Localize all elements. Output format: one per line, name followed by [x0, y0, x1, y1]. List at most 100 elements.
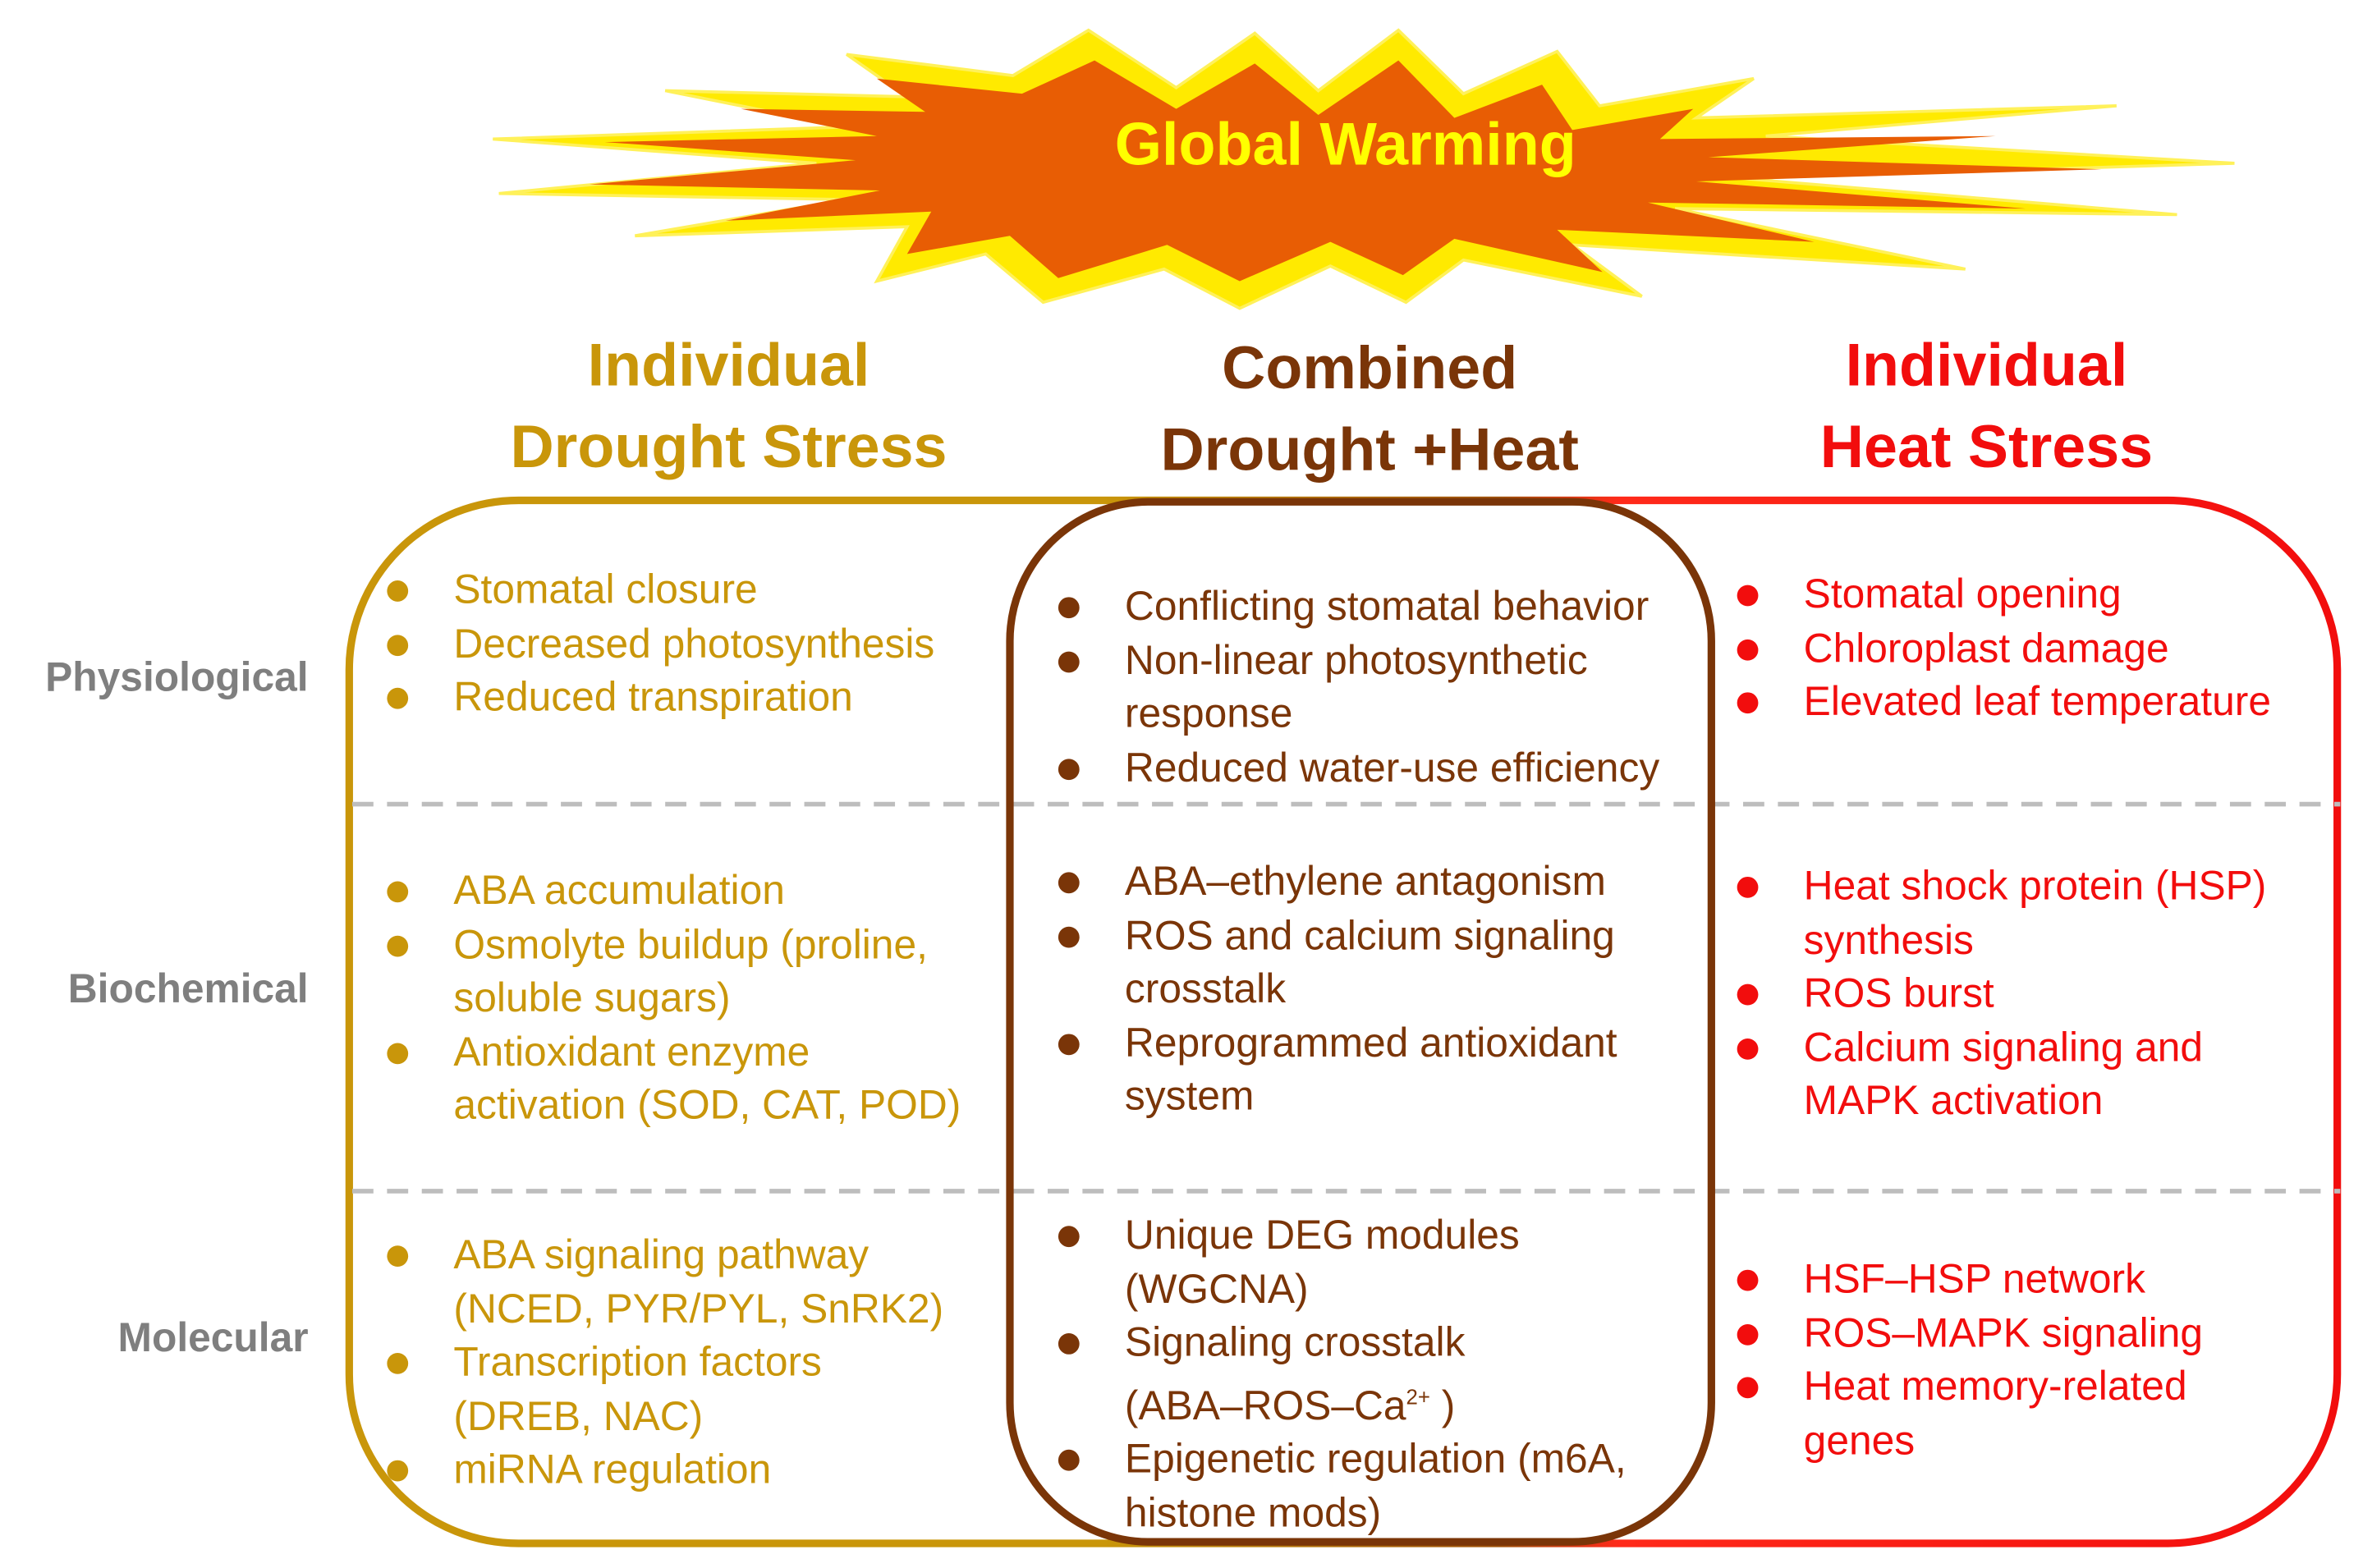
molecular-combined-list: Unique DEG modules (WGCNA) Signaling cros… [1058, 1209, 1627, 1540]
combined-frame [1006, 497, 1715, 1546]
row-label-biochemical: Biochemical [67, 965, 309, 1011]
item-text: ABA–ethylene antagonism [1124, 858, 1606, 905]
bullet-dot-icon [1737, 1269, 1759, 1291]
column-header-combined: Combined Drought +Heat [1067, 328, 1672, 492]
list-item: miRNA regulation [387, 1443, 943, 1497]
item-text: Chloroplast damage [1803, 625, 2169, 671]
list-item: ROS burst [1737, 967, 2267, 1020]
list-item: ROS–MAPK signaling [1737, 1307, 2203, 1360]
item-text-cont: genes [1803, 1417, 1916, 1463]
bullet-dot-icon [387, 1042, 409, 1064]
item-text: ABA accumulation [453, 867, 785, 914]
biochemical-drought-list: ABA accumulation Osmolyte buildup (proli… [387, 864, 961, 1133]
item-text-cont: soluble sugars) [453, 974, 731, 1020]
list-item: ABA accumulation [387, 864, 961, 918]
item-text-cont: crosstalk [1124, 965, 1287, 1011]
item-text: HSF–HSP network [1803, 1256, 2145, 1302]
list-item: Reduced water-use efficiency [1058, 741, 1659, 795]
item-text-cont: (DREB, NAC) [453, 1392, 704, 1438]
bullet-dot-icon [387, 1245, 409, 1268]
physiological-heat-list: Stomatal opening Chloroplast damage Elev… [1737, 568, 2271, 729]
item-text: Elevated leaf temperature [1803, 678, 2271, 724]
item-text: ROS burst [1803, 970, 1994, 1016]
list-item: Heat memory-related genes [1737, 1360, 2203, 1468]
item-text: Stomatal opening [1803, 571, 2122, 617]
list-item: HSF–HSP network [1737, 1253, 2203, 1306]
list-item: Transcription factors (DREB, NAC) [387, 1336, 943, 1444]
item-text: ABA signaling pathway [453, 1231, 869, 1277]
bullet-dot-icon [1058, 650, 1080, 672]
list-item: Conflicting stomatal behavior [1058, 580, 1659, 634]
item-text: Decreased photosynthesis [453, 620, 935, 667]
list-item: Stomatal opening [1737, 568, 2271, 621]
list-item: Elevated leaf temperature [1737, 676, 2271, 729]
physiological-combined-list: Conflicting stomatal behavior Non-linear… [1058, 580, 1659, 795]
bullet-dot-icon [1737, 585, 1759, 607]
bullet-dot-icon [1058, 1226, 1080, 1248]
item-text: Reprogrammed antioxidant [1124, 1019, 1617, 1066]
list-item: Non-linear photosynthetic response [1058, 634, 1659, 741]
row-label-physiological: Physiological [45, 654, 309, 700]
physiological-drought-list: Stomatal closure Decreased photosynthesi… [387, 564, 934, 725]
item-text-cont: MAPK activation [1803, 1077, 2104, 1124]
bullet-dot-icon [387, 687, 409, 709]
bullet-dot-icon [1058, 758, 1080, 780]
list-item: Antioxidant enzyme activation (SOD, CAT, … [387, 1025, 961, 1133]
item-text: Reduced water-use efficiency [1124, 744, 1660, 791]
item-text: Stomatal closure [453, 566, 758, 612]
bullet-dot-icon [1058, 1333, 1080, 1355]
item-text: Reduced transpiration [453, 674, 853, 720]
biochemical-heat-list: Heat shock protein (HSP) synthesis ROS bu… [1737, 860, 2267, 1129]
column-header-line2: Drought Stress [510, 414, 947, 481]
bullet-dot-icon [1737, 876, 1759, 898]
column-header-line1: Individual [1845, 332, 2128, 400]
bullet-dot-icon [1058, 1033, 1080, 1055]
page-title: Global Warming [1114, 112, 1576, 179]
biochemical-combined-list: ABA–ethylene antagonism ROS and calcium … [1058, 855, 1617, 1124]
item-text: Antioxidant enzyme [453, 1029, 810, 1075]
item-text: Non-linear photosynthetic [1124, 637, 1588, 683]
item-text-cont: (NCED, PYR/PYL, SnRK2) [453, 1286, 944, 1332]
item-text: Epigenetic regulation (m6A, [1124, 1436, 1627, 1482]
item-text: Conflicting stomatal behavior [1124, 583, 1650, 629]
list-item: ABA–ethylene antagonism [1058, 855, 1617, 909]
item-text-cont: system [1124, 1073, 1255, 1119]
bullet-dot-icon [1737, 638, 1759, 660]
item-text: Heat memory-related [1803, 1363, 2187, 1410]
bullet-dot-icon [387, 580, 409, 602]
list-item: Chloroplast damage [1737, 622, 2271, 676]
bullet-dot-icon [1737, 1038, 1759, 1059]
list-item: Signaling crosstalk (ABA–ROS–Ca2+ ) [1058, 1317, 1627, 1433]
bullet-dot-icon [387, 1352, 409, 1374]
item-text: Osmolyte buildup (proline, [453, 921, 928, 967]
bullet-dot-icon [1737, 692, 1759, 714]
bullet-dot-icon [387, 934, 409, 956]
item-text: Unique DEG modules [1124, 1212, 1520, 1258]
bullet-dot-icon [1058, 872, 1080, 894]
list-item: Epigenetic regulation (m6A, histone mods) [1058, 1433, 1627, 1541]
list-item: Reduced transpiration [387, 672, 934, 725]
column-header-heat: Individual Heat Stress [1684, 325, 2289, 488]
burst-core-shape [590, 60, 2102, 282]
list-item: Calcium signaling and MAPK activation [1737, 1021, 2267, 1129]
item-text-cont: (ABA–ROS–Ca [1124, 1382, 1406, 1428]
row-label-molecular: Molecular [117, 1314, 309, 1361]
bullet-dot-icon [1737, 983, 1759, 1006]
column-header-line2: Heat Stress [1819, 414, 2154, 481]
bullet-dot-icon [1737, 1323, 1759, 1345]
column-header-line2: Drought +Heat [1160, 417, 1579, 484]
molecular-heat-list: HSF–HSP network ROS–MAPK signaling Heat … [1737, 1253, 2203, 1467]
item-text-close: ) [1429, 1382, 1456, 1428]
list-item: ABA signaling pathway (NCED, PYR/PYL, SnR… [387, 1229, 943, 1336]
bullet-dot-icon [1058, 597, 1080, 619]
list-item: Reprogrammed antioxidant system [1058, 1016, 1617, 1124]
item-text-cont: histone mods) [1124, 1489, 1382, 1535]
column-header-drought: Individual Drought Stress [426, 325, 1031, 488]
column-header-line1: Combined [1222, 335, 1518, 402]
bullet-dot-icon [387, 634, 409, 656]
list-item: Osmolyte buildup (proline, soluble sugars… [387, 919, 961, 1026]
item-text-cont: response [1124, 690, 1293, 736]
superscript-charge: 2+ [1406, 1383, 1430, 1409]
